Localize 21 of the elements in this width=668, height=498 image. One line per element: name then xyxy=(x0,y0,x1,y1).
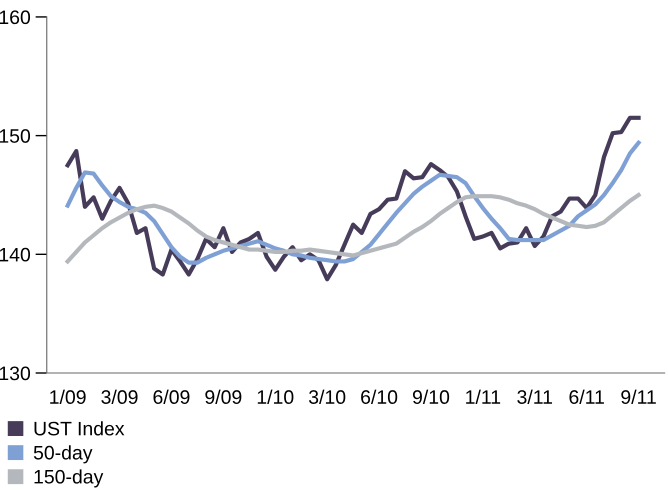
y-tick-label: 150 xyxy=(0,129,30,143)
line-series xyxy=(66,140,641,265)
x-tick-label: 6/10 xyxy=(361,390,398,404)
y-tick-label: 140 xyxy=(0,248,30,262)
legend-label: UST Index xyxy=(34,421,124,436)
x-tick-label: 3/09 xyxy=(101,390,138,404)
x-tick-label: 9/11 xyxy=(621,390,656,404)
y-tick-label: 160 xyxy=(0,10,30,24)
x-tick-label: 1/09 xyxy=(50,390,86,404)
y-tick-label: 130 xyxy=(0,366,30,380)
legend-label: 150-day xyxy=(34,469,104,488)
legend-label: 50-day xyxy=(34,445,92,464)
x-tick-label: 3/10 xyxy=(308,390,346,404)
x-tick-label: 6/11 xyxy=(569,390,604,404)
line-series xyxy=(66,192,641,264)
x-tick-label: 9/09 xyxy=(205,390,242,404)
x-tick-label: 3/11 xyxy=(517,390,552,404)
x-tick-label: 6/09 xyxy=(154,390,190,404)
x-tick-label: 1/11 xyxy=(466,390,500,404)
x-tick-label: 1/10 xyxy=(258,390,294,404)
x-tick-label: 9/10 xyxy=(412,390,450,404)
